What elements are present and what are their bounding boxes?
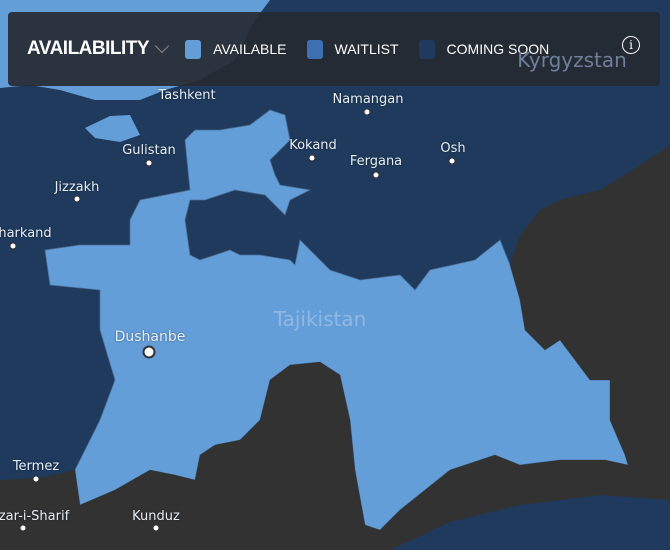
city-marker bbox=[152, 524, 160, 532]
availability-legend-panel: AVAILABILITY AVAILABLE WAITLIST COMING S… bbox=[8, 12, 660, 86]
swatch-waitlist bbox=[306, 39, 323, 59]
legend-item-waitlist[interactable]: WAITLIST bbox=[306, 39, 399, 59]
city-label-kunduz: Kunduz bbox=[132, 509, 180, 524]
capital-marker bbox=[142, 345, 156, 359]
region-available-lobe bbox=[85, 115, 140, 142]
region-unavailable-east bbox=[510, 145, 670, 478]
city-marker bbox=[448, 157, 456, 165]
region-coming-soon-south bbox=[390, 495, 670, 550]
swatch-coming-soon bbox=[418, 39, 435, 59]
city-label-osh: Osh bbox=[440, 141, 466, 156]
city-marker bbox=[372, 171, 380, 179]
city-label-mazar-i-sharif: zar-i-Sharif bbox=[0, 509, 70, 524]
legend-label: AVAILABLE bbox=[213, 41, 287, 57]
city-marker bbox=[9, 242, 17, 250]
region-unavailable-south bbox=[0, 362, 670, 550]
city-label-termez: Termez bbox=[12, 459, 60, 474]
chevron-down-icon[interactable] bbox=[155, 38, 170, 54]
city-marker bbox=[19, 524, 27, 532]
info-icon[interactable]: i bbox=[622, 36, 640, 54]
swatch-available bbox=[185, 39, 202, 59]
city-label-samarkand: harkand bbox=[0, 226, 52, 241]
city-label-gulistan: Gulistan bbox=[122, 143, 176, 158]
city-marker bbox=[32, 475, 40, 483]
city-marker bbox=[363, 108, 371, 116]
city-marker bbox=[308, 154, 316, 162]
legend-label: COMING SOON bbox=[446, 41, 550, 57]
city-label-jizzakh: Jizzakh bbox=[54, 180, 100, 195]
legend-title: AVAILABILITY bbox=[27, 38, 150, 59]
city-label-dushanbe: Dushanbe bbox=[114, 329, 186, 345]
city-marker bbox=[145, 159, 153, 167]
city-marker bbox=[73, 195, 81, 203]
city-label-namangan: Namangan bbox=[332, 92, 404, 107]
legend-item-available[interactable]: AVAILABLE bbox=[185, 39, 287, 59]
legend-label: WAITLIST bbox=[334, 41, 399, 57]
city-label-tashkent: Tashkent bbox=[158, 88, 216, 103]
city-label-kokand: Kokand bbox=[289, 138, 337, 153]
legend-item-coming-soon[interactable]: COMING SOON bbox=[418, 39, 550, 59]
city-label-fergana: Fergana bbox=[349, 154, 403, 169]
country-label-tajikistan: Tajikistan bbox=[273, 307, 367, 331]
